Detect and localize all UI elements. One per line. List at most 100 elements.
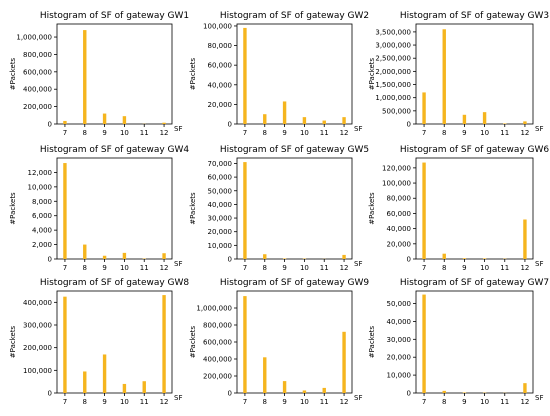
y-tick-label: 60,000 bbox=[208, 62, 233, 70]
y-tick-label: 0 bbox=[228, 121, 232, 129]
y-tick-label: 1,000,000 bbox=[16, 34, 52, 42]
plot-frame bbox=[236, 290, 353, 394]
bar-sf-8 bbox=[83, 244, 87, 259]
y-tick-label: 10,000 bbox=[208, 242, 233, 250]
y-tick-label: 400,000 bbox=[23, 86, 52, 94]
bar-sf-7 bbox=[243, 296, 247, 393]
x-tick-label: 10 bbox=[120, 398, 129, 406]
bar-sf-10 bbox=[482, 258, 487, 259]
x-axis-label: SF bbox=[354, 394, 362, 402]
chart-panel-3: Histogram of SF of gateway GW3 0 500,000 1,… bbox=[368, 11, 549, 137]
y-tick-label: 80,000 bbox=[208, 42, 233, 50]
y-tick-label: 60,000 bbox=[387, 210, 412, 218]
x-tick-label: 7 bbox=[243, 129, 247, 137]
y-tick-label: 300,000 bbox=[23, 322, 52, 330]
bar-sf-12 bbox=[162, 295, 166, 393]
x-tick-label: 10 bbox=[480, 264, 489, 272]
bar-sf-9 bbox=[102, 113, 107, 124]
y-tick-label: 1,000,000 bbox=[196, 305, 232, 313]
bar-sf-12 bbox=[523, 219, 527, 259]
y-axis-label: #Packets bbox=[189, 192, 197, 225]
x-tick-label: 9 bbox=[102, 264, 106, 272]
y-tick-label: 30,000 bbox=[208, 215, 233, 223]
bar-sf-10 bbox=[302, 117, 307, 124]
x-tick-label: 7 bbox=[243, 264, 247, 272]
x-tick-label: 11 bbox=[320, 129, 329, 137]
chart-title: Histogram of SF of gateway GW7 bbox=[400, 278, 549, 288]
y-tick-label: 40,000 bbox=[208, 81, 233, 89]
y-axis-label: #Packets bbox=[9, 192, 17, 225]
x-tick-label: 10 bbox=[120, 264, 129, 272]
bar-sf-11 bbox=[322, 387, 326, 393]
y-tick-label: 120,000 bbox=[382, 164, 411, 172]
y-tick-label: 0 bbox=[228, 390, 232, 398]
x-tick-label: 12 bbox=[520, 398, 529, 406]
y-axis-label: #Packets bbox=[368, 192, 376, 225]
bar-sf-12 bbox=[342, 254, 346, 259]
plot-frame bbox=[415, 157, 534, 260]
y-tick-label: 0 bbox=[48, 390, 52, 398]
plot-frame bbox=[56, 290, 173, 394]
bar-sf-9 bbox=[462, 258, 467, 259]
bar-sf-12 bbox=[162, 122, 166, 124]
x-tick-label: 10 bbox=[300, 398, 309, 406]
plot-frame bbox=[56, 23, 173, 125]
y-tick-label: 10,000 bbox=[387, 372, 412, 380]
y-tick-label: 2,000,000 bbox=[375, 68, 411, 76]
y-tick-label: 12,000 bbox=[28, 169, 53, 177]
x-tick-label: 8 bbox=[263, 398, 267, 406]
y-tick-label: 3,000,000 bbox=[375, 42, 411, 50]
chart-title: Histogram of SF of gateway GW5 bbox=[220, 145, 369, 155]
x-tick-label: 11 bbox=[500, 398, 509, 406]
x-tick-label: 9 bbox=[462, 129, 466, 137]
chart-title: Histogram of SF of gateway GW6 bbox=[400, 145, 550, 155]
x-tick-label: 7 bbox=[422, 129, 426, 137]
bar-sf-7 bbox=[63, 120, 67, 124]
y-tick-label: 6,000 bbox=[32, 212, 52, 220]
bar-sf-12 bbox=[342, 117, 346, 124]
x-tick-label: 12 bbox=[340, 129, 349, 137]
y-tick-label: 0 bbox=[228, 256, 232, 264]
x-tick-label: 9 bbox=[462, 264, 466, 272]
y-axis-label: #Packets bbox=[368, 325, 376, 358]
y-tick-label: 40,000 bbox=[387, 225, 412, 233]
bar-sf-8 bbox=[263, 114, 267, 124]
y-tick-label: 3,500,000 bbox=[375, 28, 411, 36]
bar-sf-9 bbox=[462, 114, 467, 124]
x-tick-label: 12 bbox=[340, 264, 349, 272]
x-tick-label: 10 bbox=[480, 129, 489, 137]
y-axis-label: #Packets bbox=[189, 325, 197, 358]
bar-sf-9 bbox=[282, 381, 287, 393]
chart-title: Histogram of SF of gateway GW1 bbox=[40, 11, 189, 21]
bar-sf-10 bbox=[122, 383, 127, 393]
y-tick-label: 600,000 bbox=[203, 339, 232, 347]
y-axis-label: #Packets bbox=[189, 57, 197, 90]
bar-sf-11 bbox=[503, 123, 507, 124]
bar-sf-10 bbox=[302, 390, 307, 393]
chart-title: Histogram of SF of gateway GW9 bbox=[220, 278, 370, 288]
x-tick-label: 9 bbox=[102, 398, 106, 406]
x-tick-label: 8 bbox=[83, 129, 87, 137]
bar-sf-12 bbox=[523, 121, 527, 124]
y-tick-label: 20,000 bbox=[208, 228, 233, 236]
chart-panel-5: Histogram of SF of gateway GW5 0 10,000 20,… bbox=[189, 145, 369, 272]
x-tick-label: 10 bbox=[300, 129, 309, 137]
bar-sf-8 bbox=[263, 357, 267, 393]
x-tick-label: 9 bbox=[282, 264, 286, 272]
y-tick-label: 60,000 bbox=[208, 174, 233, 182]
y-tick-label: 2,000 bbox=[32, 241, 52, 249]
x-tick-label: 11 bbox=[320, 264, 329, 272]
x-tick-label: 7 bbox=[63, 398, 67, 406]
x-axis-label: SF bbox=[174, 394, 182, 402]
x-tick-label: 11 bbox=[140, 264, 149, 272]
y-tick-label: 0 bbox=[48, 256, 52, 264]
chart-panel-6: Histogram of SF of gateway GW6 0 20,000 40,… bbox=[368, 145, 549, 272]
x-tick-label: 8 bbox=[442, 398, 446, 406]
x-tick-label: 10 bbox=[480, 398, 489, 406]
x-axis-label: SF bbox=[174, 125, 182, 133]
bar-sf-8 bbox=[442, 390, 446, 393]
chart-panel-7: Histogram of SF of gateway GW8 0 100,000 20… bbox=[9, 278, 189, 406]
x-axis-label: SF bbox=[535, 125, 543, 133]
y-tick-label: 50,000 bbox=[387, 300, 412, 308]
bar-sf-12 bbox=[162, 253, 166, 259]
